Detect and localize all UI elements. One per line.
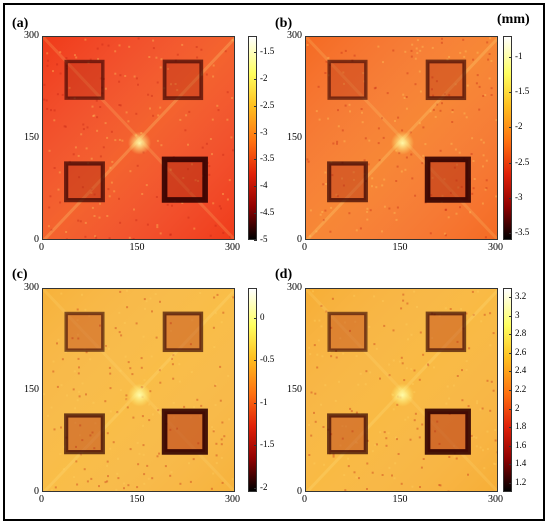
panel-b-x-tick: 300 (488, 242, 503, 253)
panel-d-colorbar-tick: 2.8 (515, 328, 527, 339)
panel-a-colorbar-tick-mark (254, 159, 257, 161)
panel-a-y-tick: 150 (24, 132, 39, 143)
panel-b-heatmap (305, 36, 498, 240)
panel-d-colorbar-tick: 2.2 (515, 384, 527, 394)
panel-b-colorbar-tick-mark (509, 162, 512, 164)
panel-b-y-tick: 150 (287, 132, 302, 143)
panel-b-colorbar-tick-mark (509, 57, 512, 59)
panel-c-y-tick: 300 (24, 282, 39, 293)
panel-b-colorbar-tick: -3.5 (515, 226, 530, 237)
panel-a-colorbar-tick-mark (254, 52, 257, 54)
panel-d-colorbar-tick: 2 (515, 402, 520, 413)
panel-d-colorbar-tick-mark (509, 334, 512, 336)
panel-b-colorbar-tick: -1.5 (515, 86, 530, 97)
panel-d-colorbar-tick-mark (509, 464, 512, 466)
panel-b-x-tick: 0 (302, 242, 307, 253)
panel-b-colorbar-tick: -2.5 (515, 156, 530, 167)
panel-a-colorbar-tick: -2 (260, 72, 268, 83)
panel-a-label: (a) (12, 16, 29, 31)
panel-d-x-tick: 300 (488, 494, 503, 505)
panel-a-colorbar-tick: -4.5 (260, 207, 275, 218)
panel-c-colorbar-tick-mark (254, 402, 257, 404)
panel-a-colorbar-tick: -1.5 (260, 46, 275, 57)
panel-d-colorbar-tick: 2.6 (515, 346, 527, 357)
panel-d-heatmap (305, 288, 498, 492)
panel-c-colorbar-tick: -1.5 (260, 439, 275, 450)
panel-c-x-tick: 300 (225, 494, 240, 505)
panel-d-colorbar-tick-mark (509, 427, 512, 429)
panel-d-colorbar-tick-mark (509, 482, 512, 484)
panel-a-colorbar-tick-mark (254, 78, 257, 80)
panel-c-colorbar-tick-mark (254, 360, 257, 362)
panel-d-y-tick: 300 (287, 282, 302, 293)
panel-a-x-tick: 300 (225, 242, 240, 253)
panel-b-colorbar-tick-mark (509, 92, 512, 94)
panel-d-colorbar-tick: 1.4 (515, 458, 527, 469)
panel-c-y-tick: 0 (34, 486, 39, 497)
panel-a-colorbar-tick: -4 (260, 180, 268, 191)
panel-b-colorbar-tick-mark (509, 127, 512, 129)
panel-a-heatmap (42, 36, 235, 240)
panel-d-x-tick: 0 (302, 494, 307, 505)
panel-a-colorbar-tick: -3 (260, 126, 268, 137)
panel-d-y-tick: 150 (287, 384, 302, 395)
panel-c-colorbar-tick-mark (254, 445, 257, 447)
panel-d-x-tick: 150 (392, 494, 408, 505)
panel-c-heatmap (42, 288, 235, 492)
panel-b-y-tick: 300 (287, 30, 302, 41)
panel-d-colorbar-tick-mark (509, 371, 512, 373)
panel-b-x-tick: 150 (392, 242, 408, 253)
panel-d-colorbar-tick-mark (509, 408, 512, 410)
panel-c-colorbar-tick-mark (254, 487, 257, 489)
panel-d-colorbar-tick: 1.8 (515, 421, 527, 432)
panel-c-colorbar-tick: -2 (260, 481, 268, 492)
panel-a-colorbar-tick-mark (254, 132, 257, 134)
panel-b-colorbar-tick: -2 (515, 121, 523, 132)
panel-d-colorbar-tick: 1.2 (515, 476, 527, 487)
panel-b-label: (b) (275, 16, 293, 31)
panel-b-colorbar-tick-mark (509, 197, 512, 199)
panel-c-y-tick: 150 (24, 384, 39, 395)
unit-label: (mm) (497, 12, 530, 27)
panel-c-colorbar-tick: -0.5 (260, 354, 275, 365)
panel-a-x-tick: 150 (129, 242, 145, 253)
panel-d-colorbar-tick-mark (509, 297, 512, 299)
panel-d-colorbar-tick: 3.2 (515, 291, 527, 302)
panel-a-x-tick: 0 (39, 242, 44, 253)
panel-d-colorbar-tick: 3 (515, 309, 520, 320)
panel-a-colorbar-tick: -5 (260, 234, 268, 244)
panel-a-colorbar-tick-mark (254, 105, 257, 107)
panel-c-x-tick: 0 (39, 494, 44, 505)
panel-c-colorbar-tick: 0 (260, 311, 265, 322)
panel-b-colorbar-tick: -1 (515, 51, 523, 62)
panel-d-colorbar-tick-mark (509, 352, 512, 354)
panel-d-colorbar-tick: 2.4 (515, 365, 527, 376)
panel-b-colorbar-tick-mark (509, 232, 512, 234)
panel-c-x-tick: 150 (129, 494, 145, 505)
panel-c-label: (c) (12, 267, 28, 282)
panel-c-colorbar-tick: -1 (260, 396, 268, 407)
panel-d-colorbar-tick-mark (509, 390, 512, 391)
panel-a-colorbar (248, 36, 257, 240)
panel-b-colorbar-tick: -3 (515, 191, 523, 202)
panel-c-colorbar-tick-mark (254, 317, 257, 319)
panel-d-label: (d) (275, 267, 293, 282)
panel-d-colorbar-tick: 1.6 (515, 439, 527, 450)
panel-a-colorbar-tick-mark (254, 213, 257, 215)
panel-a-y-tick: 0 (34, 234, 39, 245)
panel-c-colorbar (248, 288, 257, 492)
panel-a-colorbar-tick-mark (254, 240, 257, 241)
panel-d-colorbar-tick-mark (509, 315, 512, 317)
panel-a-colorbar-tick-mark (254, 186, 257, 188)
panel-d-colorbar-tick-mark (509, 445, 512, 447)
panel-a-y-tick: 300 (24, 30, 39, 41)
panel-a-colorbar-tick: -3.5 (260, 153, 275, 164)
panel-b-y-tick: 0 (297, 234, 302, 245)
panel-b-colorbar (503, 36, 512, 240)
panel-a-colorbar-tick: -2.5 (260, 99, 275, 110)
panel-d-y-tick: 0 (297, 486, 302, 497)
